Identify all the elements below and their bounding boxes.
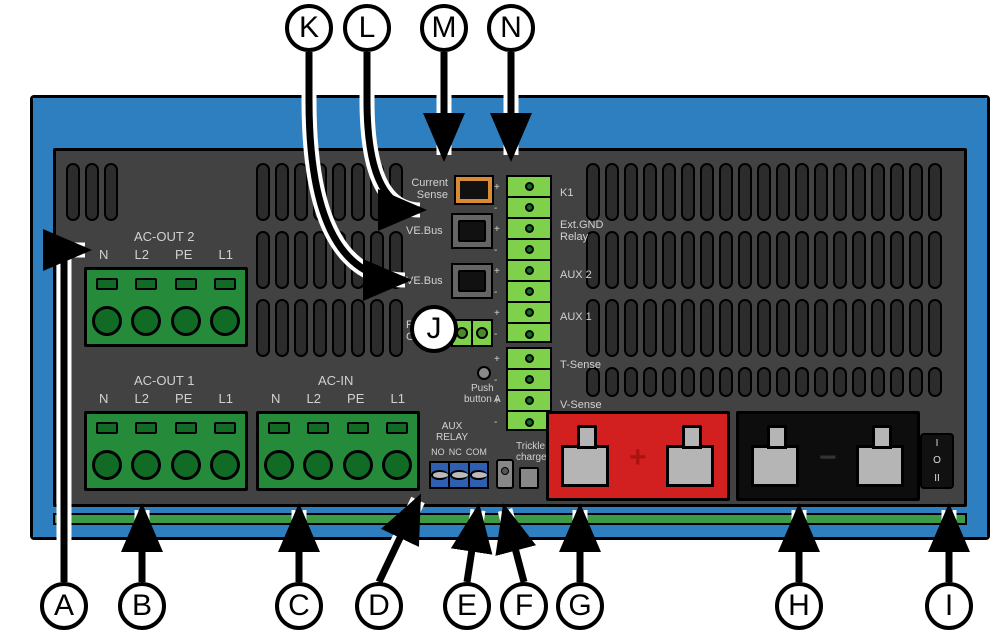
aux-relay-pins: NO NC COM bbox=[429, 447, 489, 457]
callout-h: H bbox=[775, 582, 823, 630]
vsense-label: V-Sense bbox=[560, 399, 602, 411]
ac-in-title: AC-IN bbox=[318, 373, 353, 388]
vebus2-label: VE.Bus bbox=[406, 275, 443, 287]
pm-marks: +-+-+-+- bbox=[494, 177, 500, 345]
callout-b: B bbox=[118, 582, 166, 630]
battery-negative-bolt-1 bbox=[751, 445, 799, 487]
pin-label: L1 bbox=[390, 391, 404, 406]
ac-out-2-terminal bbox=[84, 267, 248, 347]
ac-out-1-terminal bbox=[84, 411, 248, 491]
callout-n: N bbox=[487, 4, 535, 52]
grille-1 bbox=[66, 163, 118, 221]
pin-label: L1 bbox=[218, 391, 232, 406]
aux-relay-label: AUX RELAY bbox=[436, 421, 468, 443]
push-button-a bbox=[477, 366, 491, 380]
grille-3 bbox=[586, 163, 942, 221]
pin-label: PE bbox=[175, 247, 192, 262]
battery-positive-bolt-1 bbox=[561, 445, 609, 487]
pin-label: NC bbox=[449, 447, 462, 457]
ext-gnd-label: Ext.GND Relay bbox=[560, 219, 603, 243]
callout-k: K bbox=[285, 4, 333, 52]
callout-f: F bbox=[500, 582, 548, 630]
battery-negative-bolt-2 bbox=[856, 445, 904, 487]
switch-pos-i: I bbox=[936, 438, 939, 449]
ac-out-2-pins: N L2 PE L1 bbox=[86, 247, 246, 262]
trickle-label: Trickle charge bbox=[516, 441, 547, 463]
battery-positive-bolt-2 bbox=[666, 445, 714, 487]
tsense-label: T-Sense bbox=[560, 359, 601, 371]
batt-minus-icon: − bbox=[819, 441, 837, 475]
ac-out-1-pins: N L2 PE L1 bbox=[86, 391, 246, 406]
grille-2b bbox=[256, 299, 403, 357]
callout-g: G bbox=[556, 582, 604, 630]
power-switch: I O II bbox=[920, 433, 954, 489]
callout-e: E bbox=[443, 582, 491, 630]
callout-a: A bbox=[40, 582, 88, 630]
ac-in-pins: N L2 PE L1 bbox=[258, 391, 418, 406]
device: AC-OUT 2 N L2 PE L1 AC-OUT 1 N L2 bbox=[30, 95, 990, 540]
callout-j: J bbox=[410, 305, 458, 353]
current-sense-conn bbox=[454, 175, 494, 205]
current-sense-label: Current Sense bbox=[408, 177, 448, 201]
device-enclosure: AC-OUT 2 N L2 PE L1 AC-OUT 1 N L2 bbox=[30, 95, 990, 540]
pin-label: L2 bbox=[307, 391, 321, 406]
switch-pos-ii: II bbox=[934, 473, 940, 484]
batt-plus-icon: + bbox=[629, 441, 647, 475]
grille-3c bbox=[586, 367, 942, 397]
grille-2 bbox=[256, 163, 403, 221]
vebus1-port bbox=[451, 213, 493, 249]
ac-in-terminal bbox=[256, 411, 420, 491]
callout-l: L bbox=[343, 4, 391, 52]
callout-m: M bbox=[420, 4, 468, 52]
pin-label: PE bbox=[347, 391, 364, 406]
aux-relay-conn bbox=[429, 461, 489, 489]
grille-2a bbox=[256, 231, 403, 289]
pin-label: N bbox=[99, 391, 108, 406]
callout-c: C bbox=[275, 582, 323, 630]
aux1-label: AUX 1 bbox=[560, 311, 592, 323]
grille-3a bbox=[586, 231, 942, 289]
pin-label: N bbox=[99, 247, 108, 262]
switch-pos-o: O bbox=[933, 455, 941, 466]
vebus1-label: VE.Bus bbox=[406, 225, 443, 237]
pin-label: L2 bbox=[135, 247, 149, 262]
k1-label: K1 bbox=[560, 187, 573, 199]
callout-i: I bbox=[925, 582, 973, 630]
pm-marks2: +-+- bbox=[494, 349, 500, 433]
grille-3b bbox=[586, 299, 942, 357]
pin-label: L2 bbox=[135, 391, 149, 406]
pin-label: N bbox=[271, 391, 280, 406]
aux2-label: AUX 2 bbox=[560, 269, 592, 281]
ac-out-2-title: AC-OUT 2 bbox=[134, 229, 194, 244]
ground-screw bbox=[496, 459, 514, 489]
pin-label: NO bbox=[431, 447, 445, 457]
pin-label: L1 bbox=[218, 247, 232, 262]
vebus2-port bbox=[451, 263, 493, 299]
io-terminal-upper bbox=[506, 175, 552, 343]
dark-panel: AC-OUT 2 N L2 PE L1 AC-OUT 1 N L2 bbox=[53, 148, 967, 507]
callout-d: D bbox=[355, 582, 403, 630]
ac-out-1-title: AC-OUT 1 bbox=[134, 373, 194, 388]
trickle-charge-conn bbox=[519, 467, 539, 489]
pcb-strip bbox=[53, 513, 967, 525]
pin-label: COM bbox=[466, 447, 487, 457]
pin-label: PE bbox=[175, 391, 192, 406]
